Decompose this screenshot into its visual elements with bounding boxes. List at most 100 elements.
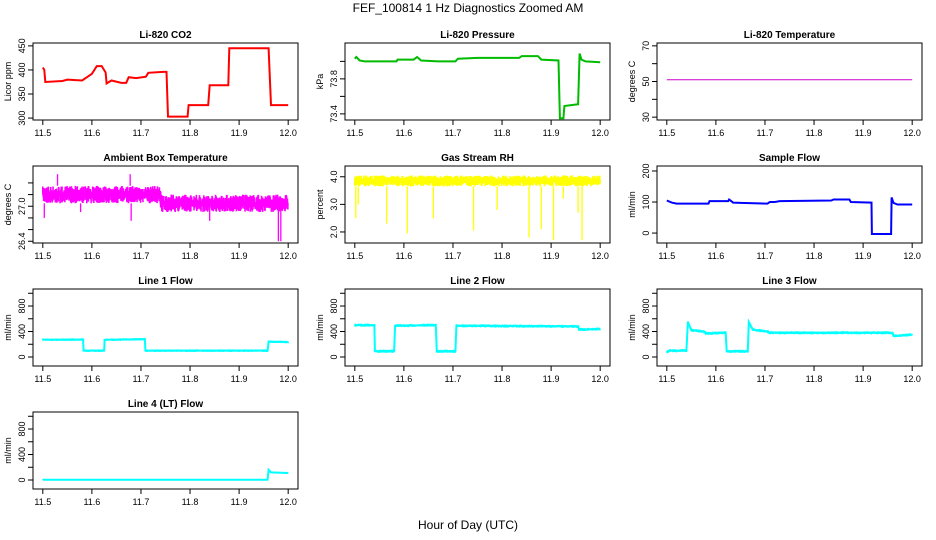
x-tick-label: 11.9: [855, 128, 872, 138]
x-tick-label: 12.0: [279, 128, 297, 138]
y-tick-label: 800: [329, 299, 339, 314]
series-line: [354, 324, 601, 353]
panel-title: Li-820 CO2: [139, 30, 192, 41]
x-tick-label: 11.7: [133, 128, 150, 138]
data-series: [666, 318, 913, 354]
panel-6: Sample Flow 11.5 11.6 11.7 11.8 11.9 12.0 0 100 2…: [627, 153, 923, 261]
x-tick-label: 11.6: [83, 497, 100, 507]
y-tick-label: 400: [641, 324, 651, 339]
x-tick-label: 11.8: [182, 374, 199, 384]
data-series: [354, 323, 601, 353]
y-tick-label: 0: [641, 231, 651, 236]
y-axis: 300 350 400 450: [17, 38, 33, 126]
y-tick-label: 0: [17, 355, 27, 360]
y-tick-label: 50: [641, 76, 651, 86]
x-tick-label: 11.5: [34, 497, 51, 507]
x-tick-label: 12.0: [591, 374, 609, 384]
panel-2: Li-820 Pressure 11.5 11.6 11.7 11.8 11.9 12.0 7…: [315, 30, 611, 138]
x-tick-label: 11.6: [395, 251, 412, 261]
y-axis: 0 400 800: [641, 292, 657, 360]
panel-3: Li-820 Temperature 11.5 11.6 11.7 11.8 11.9 12…: [627, 30, 923, 138]
x-tick-label: 11.5: [346, 374, 363, 384]
x-tick-label: 11.9: [543, 374, 560, 384]
y-axis-label: degrees C: [3, 183, 13, 225]
y-axis-label: ml/min: [315, 314, 325, 341]
data-series: [42, 174, 289, 242]
plot-frame: [32, 288, 299, 367]
y-axis-label: Licor ppm: [3, 62, 13, 102]
x-tick-label: 11.9: [231, 374, 248, 384]
y-tick-label: 3.0: [329, 198, 339, 211]
x-tick-label: 11.5: [346, 128, 363, 138]
x-tick-label: 11.5: [658, 374, 675, 384]
series-line: [354, 53, 601, 120]
x-axis: 11.5 11.6 11.7 11.8 11.9 12.0: [34, 119, 297, 138]
x-tick-label: 11.5: [658, 128, 675, 138]
series-line: [41, 47, 289, 118]
x-tick-label: 11.7: [445, 251, 462, 261]
x-tick-label: 11.6: [83, 251, 100, 261]
y-axis-label: ml/min: [627, 314, 637, 341]
y-tick-label: 450: [17, 38, 27, 53]
x-tick-label: 11.7: [133, 251, 150, 261]
x-tick-label: 11.6: [395, 374, 412, 384]
series-line: [666, 197, 913, 235]
y-axis: 2.0 3.0 4.0: [329, 171, 345, 238]
y-tick-label: 0: [329, 355, 339, 360]
x-axis-label: Hour of Day (UTC): [417, 518, 518, 532]
y-tick-label: 300: [17, 111, 27, 126]
x-tick-label: 11.5: [658, 251, 675, 261]
x-tick-label: 11.6: [83, 374, 100, 384]
y-tick-label: 27.0: [17, 197, 27, 215]
x-tick-label: 11.5: [346, 251, 363, 261]
x-tick-label: 11.6: [707, 251, 724, 261]
y-axis: 26.4 27.0: [17, 182, 33, 250]
plot-frame: [32, 411, 299, 490]
panel-8: Line 2 Flow 11.5 11.6 11.7 11.8 11.9 12.0 0 400 8…: [315, 276, 611, 384]
panel-title: Li-820 Pressure: [440, 30, 515, 41]
series-line: [42, 467, 289, 481]
y-tick-label: 70: [641, 41, 651, 51]
x-tick-label: 11.9: [855, 374, 872, 384]
x-tick-label: 12.0: [279, 251, 297, 261]
panel-title: Li-820 Temperature: [744, 30, 836, 41]
y-tick-label: 800: [17, 422, 27, 437]
y-axis-label: ml/min: [3, 314, 13, 341]
x-tick-label: 12.0: [591, 251, 609, 261]
y-axis: 73.4 73.8: [329, 60, 345, 123]
x-tick-label: 11.6: [395, 128, 412, 138]
x-tick-label: 11.7: [445, 128, 462, 138]
x-tick-label: 11.8: [182, 497, 199, 507]
plot-frame: [656, 42, 923, 121]
x-axis: 11.5 11.6 11.7 11.8 11.9 12.0: [658, 242, 921, 261]
y-tick-label: 800: [641, 299, 651, 314]
x-tick-label: 11.9: [543, 128, 560, 138]
y-tick-label: 400: [17, 324, 27, 339]
x-tick-label: 12.0: [591, 128, 609, 138]
series-line: [666, 318, 913, 353]
x-tick-label: 11.8: [494, 251, 511, 261]
plot-frame: [32, 42, 299, 121]
x-tick-label: 11.9: [231, 497, 248, 507]
data-series: [666, 197, 913, 235]
y-tick-label: 73.8: [329, 70, 339, 88]
panel-title: Line 4 (LT) Flow: [128, 399, 204, 410]
panel-title: Line 3 Flow: [762, 276, 817, 287]
x-tick-label: 11.6: [83, 128, 100, 138]
y-axis-label: kPa: [315, 74, 325, 90]
x-tick-label: 11.9: [855, 251, 872, 261]
x-tick-label: 11.5: [34, 374, 51, 384]
x-axis: 11.5 11.6 11.7 11.8 11.9 12.0: [34, 365, 297, 384]
x-tick-label: 12.0: [903, 251, 921, 261]
x-axis: 11.5 11.6 11.7 11.8 11.9 12.0: [346, 365, 609, 384]
panel-5: Gas Stream RH 11.5 11.6 11.7 11.8 11.9 12.0 2.0…: [315, 153, 611, 261]
x-axis: 11.5 11.6 11.7 11.8 11.9 12.0: [34, 488, 297, 507]
x-tick-label: 11.8: [806, 251, 823, 261]
y-tick-label: 200: [641, 163, 651, 178]
x-axis: 11.5 11.6 11.7 11.8 11.9 12.0: [658, 365, 921, 384]
x-tick-label: 11.7: [757, 251, 774, 261]
x-tick-label: 11.7: [445, 374, 462, 384]
y-tick-label: 26.4: [17, 232, 27, 250]
x-tick-label: 11.7: [757, 128, 774, 138]
y-axis-label: ml/min: [627, 191, 637, 218]
